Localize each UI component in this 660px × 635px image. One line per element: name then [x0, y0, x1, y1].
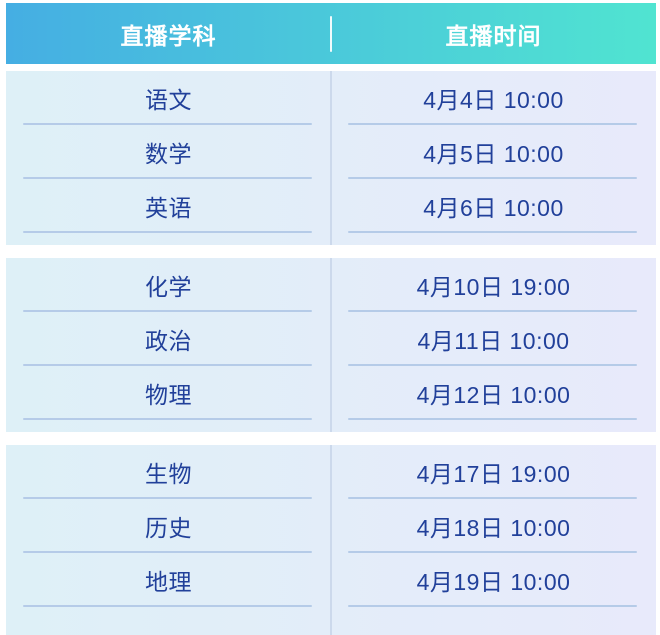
header-column-divider [330, 16, 332, 52]
row-divider [23, 551, 312, 553]
row-divider [348, 605, 637, 607]
table-row: 政治 4月11日 10:00 [6, 312, 656, 366]
time-label: 4月4日 10:00 [423, 87, 564, 113]
table-row: 历史 4月18日 10:00 [6, 499, 656, 553]
row-divider [23, 364, 312, 366]
subject-label: 语文 [145, 87, 192, 113]
row-divider [23, 123, 312, 125]
subject-cell: 生物 [6, 445, 331, 499]
row-divider [348, 177, 637, 179]
column-divider [330, 258, 332, 432]
table-row: 英语 4月6日 10:00 [6, 179, 656, 233]
subject-label: 化学 [145, 274, 192, 300]
subject-label: 英语 [145, 195, 192, 221]
row-divider [23, 418, 312, 420]
row-divider [348, 364, 637, 366]
time-cell: 4月17日 19:00 [331, 445, 656, 499]
subject-label: 生物 [145, 461, 192, 487]
subject-label: 地理 [145, 569, 192, 595]
row-divider [23, 497, 312, 499]
subject-label: 历史 [145, 515, 192, 541]
time-label: 4月12日 10:00 [416, 382, 571, 408]
time-cell: 4月4日 10:00 [331, 71, 656, 125]
table-row: 物理 4月12日 10:00 [6, 366, 656, 420]
subject-cell: 地理 [6, 553, 331, 607]
row-divider [23, 177, 312, 179]
time-cell: 4月18日 10:00 [331, 499, 656, 553]
column-divider [330, 445, 332, 635]
time-label: 4月18日 10:00 [416, 515, 571, 541]
header-time-label: 直播时间 [445, 22, 542, 49]
row-divider [348, 310, 637, 312]
table-header: 直播学科 直播时间 [6, 3, 656, 64]
row-divider [23, 231, 312, 233]
table-row: 数学 4月5日 10:00 [6, 125, 656, 179]
time-cell: 4月10日 19:00 [331, 258, 656, 312]
header-subject-column: 直播学科 [6, 17, 331, 51]
schedule-section-1: 语文 4月4日 10:00 数学 4月5日 10:00 英语 [6, 71, 656, 245]
row-divider [348, 418, 637, 420]
table-row: 语文 4月4日 10:00 [6, 71, 656, 125]
subject-label: 政治 [145, 328, 192, 354]
time-label: 4月6日 10:00 [423, 195, 564, 221]
table-row: 生物 4月17日 19:00 [6, 445, 656, 499]
time-label: 4月19日 10:00 [416, 569, 571, 595]
time-label: 4月10日 19:00 [416, 274, 571, 300]
header-subject-label: 直播学科 [120, 22, 217, 49]
subject-cell: 数学 [6, 125, 331, 179]
time-label: 4月17日 19:00 [416, 461, 571, 487]
time-cell: 4月5日 10:00 [331, 125, 656, 179]
header-time-column: 直播时间 [331, 17, 656, 51]
row-divider [348, 497, 637, 499]
row-divider [348, 551, 637, 553]
time-cell: 4月6日 10:00 [331, 179, 656, 233]
subject-label: 数学 [145, 141, 192, 167]
schedule-section-3: 生物 4月17日 19:00 历史 4月18日 10:00 地理 [6, 445, 656, 635]
table-row: 化学 4月10日 19:00 [6, 258, 656, 312]
time-cell: 4月11日 10:00 [331, 312, 656, 366]
subject-label: 物理 [145, 382, 192, 408]
subject-cell: 物理 [6, 366, 331, 420]
subject-cell: 政治 [6, 312, 331, 366]
subject-cell: 化学 [6, 258, 331, 312]
subject-cell: 语文 [6, 71, 331, 125]
column-divider [330, 71, 332, 245]
time-cell: 4月12日 10:00 [331, 366, 656, 420]
row-divider [23, 310, 312, 312]
subject-cell: 英语 [6, 179, 331, 233]
row-divider [348, 231, 637, 233]
row-divider [23, 605, 312, 607]
table-row: 地理 4月19日 10:00 [6, 553, 656, 607]
schedule-section-2: 化学 4月10日 19:00 政治 4月11日 10:00 物理 [6, 258, 656, 432]
time-label: 4月11日 10:00 [417, 328, 570, 354]
subject-cell: 历史 [6, 499, 331, 553]
time-label: 4月5日 10:00 [423, 141, 564, 167]
time-cell: 4月19日 10:00 [331, 553, 656, 607]
row-divider [348, 123, 637, 125]
